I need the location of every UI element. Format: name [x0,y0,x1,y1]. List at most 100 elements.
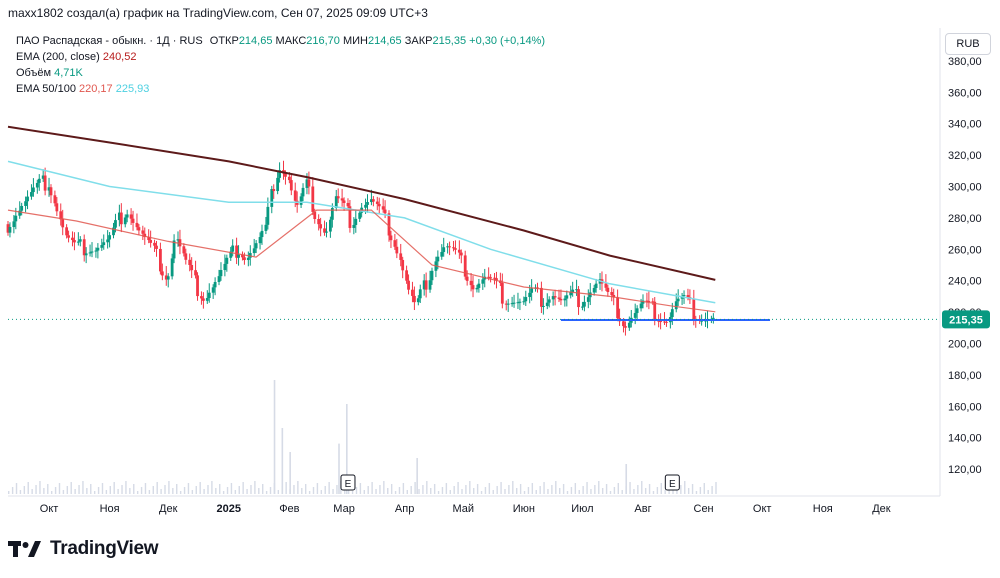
volume-bar [715,482,717,494]
symbol-name[interactable]: ПАО Распадская - обыкн. · 1Д · RUS [16,35,203,47]
candle-body [313,211,317,219]
volume-bar [469,481,471,494]
legend-ema200-row[interactable]: EMA (200, close) 240,52 [16,49,545,65]
volume-bar [379,485,381,494]
candle-body [323,228,326,233]
volume-bar [476,484,479,494]
candle-body [440,251,444,257]
candle-body [182,246,186,254]
legend-volume-row[interactable]: Объём 4,71K [16,65,545,81]
earnings-event-label: E [345,479,352,490]
volume-bar [676,489,678,494]
candle-body [6,224,10,233]
volume-bar [418,489,420,494]
candle-body [582,301,586,307]
legend-ema50-100-row[interactable]: EMA 50/100 220,17 225,93 [16,81,545,97]
candle-body [258,237,262,244]
candle-body [114,220,117,228]
price-tick-label: 360,00 [948,87,982,99]
candle-body [194,270,197,276]
candle-body [176,239,180,241]
candle-body [14,215,18,222]
candle-body [217,276,221,283]
candle-body [463,255,467,277]
volume-bar [27,482,29,494]
candle-body [457,249,461,253]
volume-bar [70,482,72,494]
candle-body [53,195,57,204]
volume-bar [496,486,498,494]
candle-body [276,177,280,192]
candle-body [651,301,655,303]
volume-bar [691,484,694,494]
ema200-line [7,125,716,281]
volume-bar [527,487,530,494]
volume-bar [414,482,416,494]
candle-body [377,203,381,207]
candle-body [413,295,416,303]
candle-body [670,309,674,318]
candle-body [586,297,590,302]
volume-bar [703,483,705,494]
volume-bar [117,489,119,494]
candle-body [112,227,115,236]
candle-body [117,212,121,221]
tradingview-logo[interactable]: TradingView [8,538,159,560]
candle-body [76,241,80,243]
candle-body [108,235,112,240]
close-label: ЗАКР [404,35,433,47]
volume-bar [531,483,534,494]
candle-body [512,302,516,304]
candle-body [147,237,151,241]
volume-bar [387,488,389,494]
candle-body [418,289,422,299]
volume-bar [547,489,549,494]
volume-bar [316,483,319,494]
candle-body [506,303,510,305]
candle-body [41,175,45,179]
candle-body [211,287,215,293]
candle-body [172,240,176,259]
candle-body [231,245,235,252]
candle-body [565,295,569,299]
candle-body [381,206,385,210]
volume-bar [176,484,178,494]
volume-bar [637,485,639,494]
ema200-label: EMA (200, close) [16,51,100,63]
volume-bar [324,486,326,494]
candle-body [205,298,209,301]
time-tick-label: Июл [571,503,593,515]
candle-body [504,303,508,305]
currency-button[interactable]: RUB [945,33,991,55]
candle-body [452,247,455,249]
price-tick-label: 280,00 [948,213,982,225]
volume-bar [416,458,418,494]
candle-body [196,275,199,297]
candle-body [243,257,246,261]
volume-bar [445,483,448,494]
legend-symbol-row: ПАО Распадская - обыкн. · 1Д · RUS ОТКР2… [16,33,545,49]
volume-bar [488,483,491,494]
candle-body [657,320,661,322]
volume-bar [543,482,545,494]
volume-bar [156,482,158,494]
candle-body [59,211,63,220]
candle-body [633,313,637,318]
candle-body [131,218,135,223]
volume-bar [711,486,713,494]
candle-body [266,206,270,225]
volume-bar [19,490,22,494]
volume-bar [113,482,115,494]
volume-label: Объём [16,67,52,79]
candle-body [73,240,76,243]
time-tick-label: 2025 [217,503,241,515]
volume-bar [336,485,338,494]
candle-body [137,227,141,231]
candle-body [219,270,223,277]
candle-body [500,282,504,304]
candle-body [299,196,303,205]
volume-bar [289,452,291,494]
time-tick-label: Апр [395,503,414,515]
time-tick-label: Окт [40,503,59,515]
